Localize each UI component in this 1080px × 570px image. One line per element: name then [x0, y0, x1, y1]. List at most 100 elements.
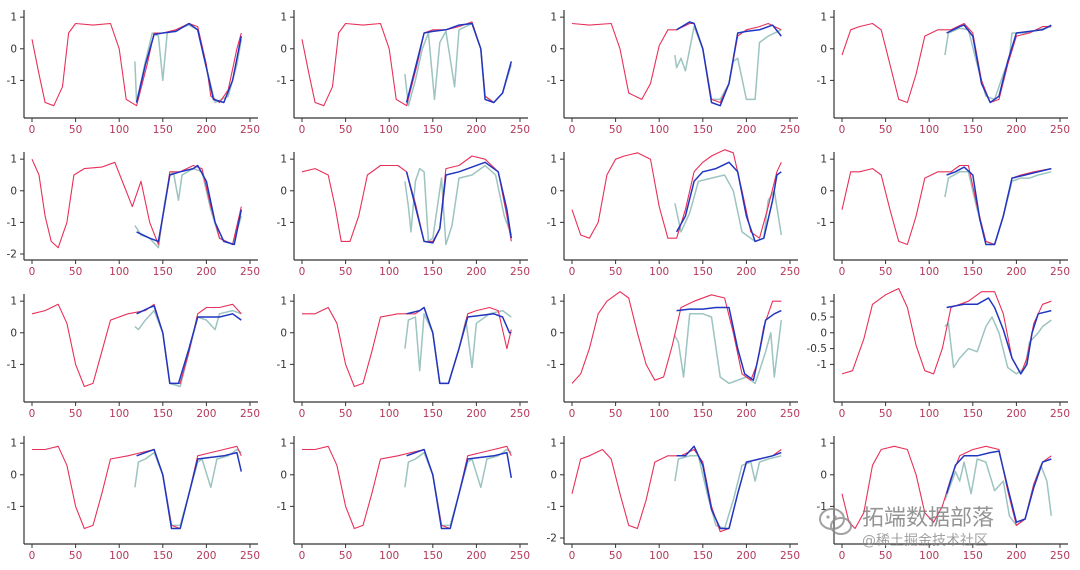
series-line-forecast-dark — [135, 22, 243, 104]
x-tick-label: 150 — [693, 408, 713, 420]
x-tick-label: 0 — [29, 408, 36, 420]
series-line-forecast-light — [134, 309, 242, 388]
x-tick-label: 150 — [153, 124, 173, 136]
panel-12: 0 50 100 150 200 250 1 0.5 0 -0.5 -1 — [807, 287, 1070, 420]
x-tick-label: 100 — [649, 124, 669, 136]
watermark-title: 拓端数据部落 — [862, 506, 995, 531]
x-tick-label: 200 — [196, 124, 216, 136]
x-tick-label: 250 — [780, 266, 800, 278]
series-line-actual — [571, 291, 782, 384]
x-tick-label: 0 — [569, 124, 576, 136]
panel-6: 0 50 100 150 200 250 1 0 -1 — [277, 152, 530, 278]
x-tick-label: 250 — [240, 124, 260, 136]
panel-2: 0 50 100 150 200 250 1 0 -1 — [277, 10, 530, 136]
x-tick-label: 150 — [693, 266, 713, 278]
series-line-forecast-light — [944, 25, 1052, 101]
x-tick-label: 50 — [879, 124, 892, 136]
y-tick-label: -2 — [7, 249, 17, 261]
x-tick-label: 250 — [510, 408, 530, 420]
panel-1: 0 50 100 150 200 250 1 0 -1 — [7, 10, 260, 136]
y-tick-label: 0 — [820, 185, 827, 197]
wechat-icon — [819, 508, 852, 535]
x-tick-label: 0 — [839, 124, 846, 136]
y-tick-label: -1 — [7, 359, 17, 371]
x-tick-label: 200 — [196, 408, 216, 420]
y-tick-label: -1 — [7, 501, 17, 513]
series-line-forecast-light — [404, 22, 513, 107]
series-line-forecast-light — [134, 24, 243, 104]
watermark-subtitle: @稀土掘金技术社区 — [862, 533, 988, 549]
x-tick-label: 200 — [196, 266, 216, 278]
series-line-forecast-dark — [136, 305, 242, 385]
x-tick-label: 250 — [240, 408, 260, 420]
x-tick-label: 250 — [240, 266, 260, 278]
y-tick-label: 0 — [550, 469, 557, 481]
y-tick-label: 0 — [280, 43, 287, 55]
panel-11: 0 50 100 150 200 250 1 0 -1 — [547, 291, 800, 420]
x-tick-label: 50 — [69, 550, 82, 562]
x-tick-label: 100 — [919, 408, 939, 420]
x-tick-label: 0 — [299, 550, 306, 562]
x-tick-label: 150 — [693, 124, 713, 136]
y-tick-label: 0 — [280, 469, 287, 481]
y-tick-label: -1 — [277, 359, 287, 371]
y-tick-label: 0.5 — [810, 311, 827, 323]
series-line-actual — [32, 445, 242, 530]
x-tick-label: 100 — [379, 550, 399, 562]
y-tick-label: 0 — [820, 469, 827, 481]
x-tick-label: 150 — [153, 550, 173, 562]
x-tick-label: 100 — [109, 550, 129, 562]
y-tick-label: -1 — [547, 75, 557, 87]
x-tick-label: 50 — [69, 266, 82, 278]
y-tick-label: 1 — [820, 12, 827, 24]
x-tick-label: 200 — [736, 550, 756, 562]
x-tick-label: 200 — [736, 266, 756, 278]
series-line-forecast-dark — [406, 306, 512, 385]
x-tick-label: 50 — [609, 408, 622, 420]
x-tick-label: 0 — [29, 124, 36, 136]
series-line-forecast-dark — [946, 166, 1052, 246]
x-tick-label: 250 — [1050, 550, 1070, 562]
x-tick-label: 150 — [153, 408, 173, 420]
x-tick-label: 0 — [839, 266, 846, 278]
x-tick-label: 250 — [780, 408, 800, 420]
y-tick-label: -0.5 — [807, 343, 828, 355]
y-tick-label: 0 — [10, 43, 17, 55]
x-tick-label: 0 — [569, 550, 576, 562]
watermark: 拓端数据部落 @稀土掘金技术社区 — [812, 500, 1052, 552]
x-tick-label: 200 — [1006, 266, 1026, 278]
panel-16: 0 50 100 150 200 250 1 0 -1 — [817, 436, 1070, 562]
x-tick-label: 250 — [780, 124, 800, 136]
x-tick-label: 200 — [466, 266, 486, 278]
x-tick-label: 100 — [109, 408, 129, 420]
x-tick-label: 150 — [963, 266, 983, 278]
x-tick-label: 100 — [379, 266, 399, 278]
x-tick-label: 0 — [839, 550, 846, 562]
x-tick-label: 150 — [963, 550, 983, 562]
y-tick-label: 1 — [10, 296, 17, 308]
y-tick-label: 1 — [550, 154, 557, 166]
x-tick-label: 250 — [780, 550, 800, 562]
series-line-forecast-dark — [136, 448, 243, 530]
x-tick-label: 50 — [69, 408, 82, 420]
series-line-forecast-dark — [945, 450, 1052, 523]
series-line-forecast-light — [404, 164, 513, 246]
y-tick-label: -1 — [277, 217, 287, 229]
y-tick-label: 1 — [550, 12, 557, 24]
x-tick-label: 50 — [879, 408, 892, 420]
y-tick-label: 0 — [550, 327, 557, 339]
series-line-actual — [31, 303, 242, 388]
x-tick-label: 200 — [466, 408, 486, 420]
x-tick-label: 200 — [736, 408, 756, 420]
x-tick-label: 150 — [963, 124, 983, 136]
x-tick-label: 200 — [466, 550, 486, 562]
x-tick-label: 0 — [569, 408, 576, 420]
y-tick-label: 1 — [280, 154, 287, 166]
series-line-forecast-dark — [676, 306, 782, 381]
x-tick-label: 50 — [879, 266, 892, 278]
x-tick-label: 0 — [569, 266, 576, 278]
x-tick-label: 100 — [919, 550, 939, 562]
x-tick-label: 0 — [299, 266, 306, 278]
x-tick-label: 250 — [1050, 266, 1070, 278]
